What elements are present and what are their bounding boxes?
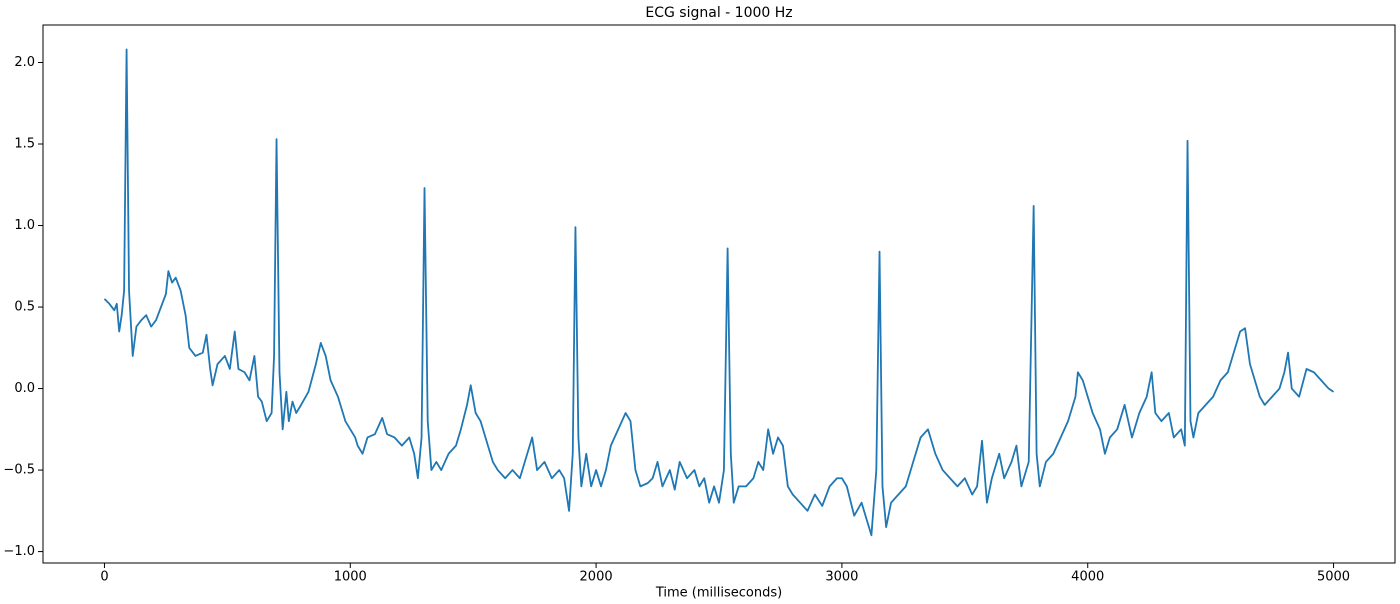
y-tick-label: 0.5 xyxy=(14,300,35,315)
x-tick-label: 1000 xyxy=(334,570,367,585)
y-tick-label: −0.5 xyxy=(3,463,35,478)
chart-title: ECG signal - 1000 Hz xyxy=(645,5,792,21)
x-tick-label: 0 xyxy=(100,570,108,585)
y-tick-label: −1.0 xyxy=(3,544,35,559)
y-tick-label: 1.0 xyxy=(14,218,35,233)
y-tick-label: 2.0 xyxy=(14,55,35,70)
x-tick-label: 4000 xyxy=(1071,570,1104,585)
x-tick-label: 5000 xyxy=(1317,570,1350,585)
x-tick-label: 3000 xyxy=(825,570,858,585)
x-axis-label: Time (milliseconds) xyxy=(655,586,782,601)
ecg-line xyxy=(103,48,1335,537)
plot-frame xyxy=(42,24,1396,564)
y-tick-label: 0.0 xyxy=(14,381,35,396)
y-tick-label: 1.5 xyxy=(14,137,35,152)
x-tick-label: 2000 xyxy=(580,570,613,585)
